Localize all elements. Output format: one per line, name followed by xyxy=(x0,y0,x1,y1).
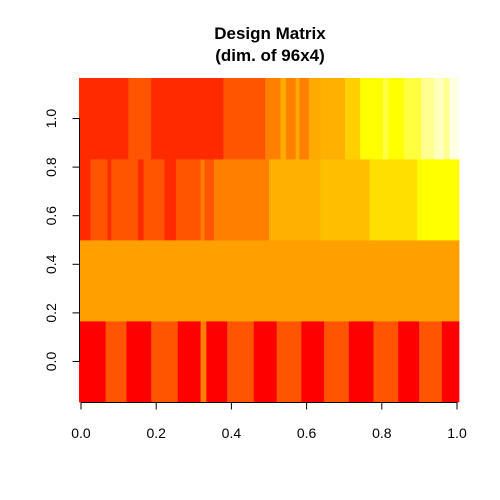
heatmap-cell-r1-0 xyxy=(79,240,460,322)
heatmap-cell-r2-0 xyxy=(79,159,91,241)
y-tick-label: 0.4 xyxy=(43,254,59,274)
x-axis: 0.0 0.2 0.4 0.6 0.8 1.0 xyxy=(71,402,467,441)
heatmap-cell-r2-3 xyxy=(111,159,139,241)
x-tick-label: 0.0 xyxy=(71,425,91,441)
y-axis: 0.0 0.2 0.4 0.6 0.8 1.0 xyxy=(43,109,80,372)
heatmap-cell-r2-12 xyxy=(320,159,371,241)
chart-title: Design Matrix xyxy=(214,24,326,43)
heatmap-cell-r0-10 xyxy=(301,321,325,403)
heatmap-cell-r3-13 xyxy=(360,78,384,160)
y-tick-label: 0.8 xyxy=(43,157,59,177)
heatmap-cell-r0-7 xyxy=(227,321,255,403)
heatmap-cell-r2-4 xyxy=(137,159,144,241)
heatmap-cell-r0-1 xyxy=(105,321,127,403)
heatmap-cell-r2-13 xyxy=(369,159,418,241)
heatmap-cell-r2-2 xyxy=(107,159,112,241)
y-tick-label: 1.0 xyxy=(43,109,59,129)
y-tick-label: 0.2 xyxy=(43,303,59,323)
heatmap-cell-r0-0 xyxy=(79,321,106,403)
heatmap-cell-r3-14 xyxy=(383,78,390,160)
heatmap-cell-r0-9 xyxy=(276,321,302,403)
heatmap-cell-r3-6 xyxy=(280,78,287,160)
y-tick-label: 0.6 xyxy=(43,206,59,226)
heatmap-cell-r0-16 xyxy=(441,321,460,403)
heatmap-cell-r3-10 xyxy=(308,78,321,160)
heatmap-cell-r3-4 xyxy=(223,78,266,160)
heatmap-cell-r3-16 xyxy=(403,78,422,160)
heatmap-cell-r3-2 xyxy=(151,78,169,160)
heatmap-cell-r0-5 xyxy=(200,321,207,403)
heatmap-cell-r3-0 xyxy=(79,78,129,160)
y-tick-label: 0.0 xyxy=(43,352,59,372)
heatmap-cell-r0-4 xyxy=(177,321,201,403)
heatmap-cells xyxy=(79,78,460,403)
heatmap-cell-r0-14 xyxy=(398,321,420,403)
heatmap-cell-r3-20 xyxy=(449,78,460,160)
heatmap-cell-r0-12 xyxy=(348,321,374,403)
heatmap-cell-r2-9 xyxy=(204,159,215,241)
heatmap-cell-r3-12 xyxy=(345,78,361,160)
x-tick-label: 0.6 xyxy=(297,425,317,441)
heatmap-cell-r3-18 xyxy=(434,78,445,160)
heatmap-cell-r2-8 xyxy=(200,159,205,241)
heatmap-cell-r2-6 xyxy=(164,159,177,241)
heatmap-cell-r2-5 xyxy=(143,159,165,241)
heatmap-cell-r3-8 xyxy=(295,78,300,160)
heatmap-cell-r3-17 xyxy=(421,78,435,160)
heatmap-cell-r3-15 xyxy=(388,78,405,160)
heatmap-cell-r0-15 xyxy=(419,321,443,403)
heatmap-cell-r2-14 xyxy=(417,159,460,241)
heatmap-cell-r3-7 xyxy=(286,78,296,160)
heatmap-cell-r3-19 xyxy=(443,78,450,160)
heatmap-cell-r2-11 xyxy=(269,159,321,241)
x-tick-label: 1.0 xyxy=(447,425,467,441)
heatmap-cell-r3-1 xyxy=(128,78,152,160)
heatmap-cell-r3-5 xyxy=(265,78,281,160)
heatmap-cell-r0-13 xyxy=(373,321,399,403)
heatmap-cell-r3-11 xyxy=(320,78,346,160)
x-tick-label: 0.8 xyxy=(372,425,392,441)
chart-subtitle: (dim. of 96x4) xyxy=(215,46,325,65)
heatmap-cell-r0-2 xyxy=(126,321,152,403)
x-tick-label: 0.4 xyxy=(222,425,242,441)
heatmap-cell-r3-3 xyxy=(168,78,224,160)
heatmap-cell-r0-8 xyxy=(253,321,277,403)
heatmap-cell-r3-9 xyxy=(299,78,310,160)
heatmap-cell-r0-3 xyxy=(151,321,179,403)
heatmap-cell-r0-6 xyxy=(206,321,228,403)
heatmap-cell-r2-10 xyxy=(213,159,270,241)
heatmap-cell-r2-1 xyxy=(90,159,108,241)
x-tick-label: 0.2 xyxy=(146,425,166,441)
heatmap-cell-r2-7 xyxy=(175,159,201,241)
heatmap-cell-r0-11 xyxy=(324,321,350,403)
